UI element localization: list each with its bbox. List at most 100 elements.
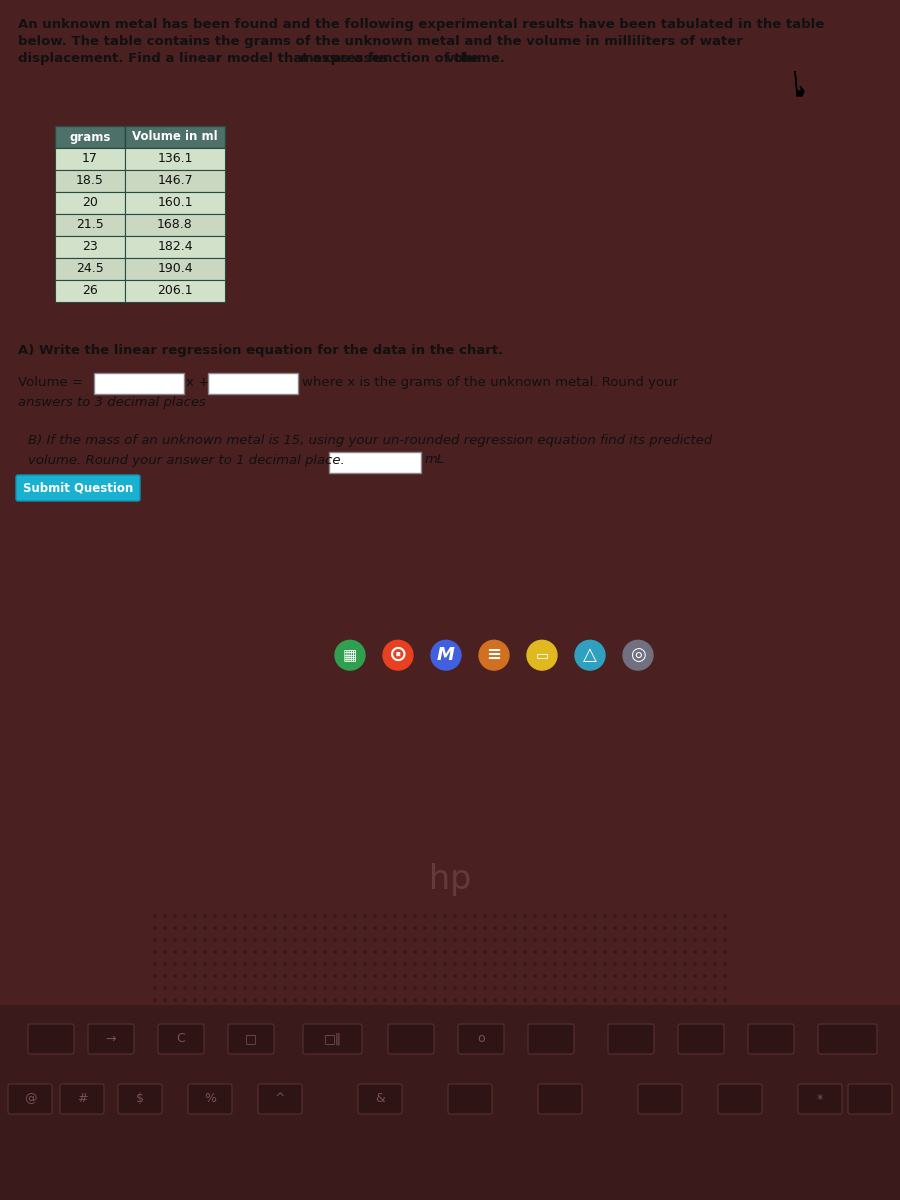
Circle shape: [624, 914, 626, 917]
Circle shape: [264, 950, 266, 953]
Circle shape: [184, 974, 186, 977]
Circle shape: [464, 938, 466, 941]
Circle shape: [454, 938, 456, 941]
Circle shape: [383, 950, 386, 953]
Circle shape: [284, 986, 286, 989]
Circle shape: [424, 986, 427, 989]
Circle shape: [464, 974, 466, 977]
Circle shape: [704, 938, 707, 941]
Circle shape: [574, 938, 576, 941]
Circle shape: [364, 986, 366, 989]
Circle shape: [454, 914, 456, 917]
Circle shape: [394, 962, 396, 965]
Circle shape: [473, 938, 476, 941]
Circle shape: [484, 938, 486, 941]
Circle shape: [344, 998, 346, 1001]
Circle shape: [254, 914, 256, 917]
Circle shape: [383, 962, 386, 965]
Circle shape: [664, 938, 666, 941]
Circle shape: [714, 926, 716, 929]
Circle shape: [494, 998, 496, 1001]
Circle shape: [434, 998, 436, 1001]
Circle shape: [324, 914, 326, 917]
Circle shape: [594, 914, 596, 917]
Circle shape: [554, 962, 556, 965]
Circle shape: [604, 962, 607, 965]
Circle shape: [234, 974, 236, 977]
Circle shape: [504, 938, 506, 941]
Circle shape: [344, 962, 346, 965]
Circle shape: [414, 926, 416, 929]
Circle shape: [684, 938, 686, 941]
Circle shape: [454, 962, 456, 965]
Circle shape: [454, 950, 456, 953]
Circle shape: [563, 950, 566, 953]
Circle shape: [664, 926, 666, 929]
Circle shape: [684, 998, 686, 1001]
Text: 26: 26: [82, 284, 98, 298]
Circle shape: [694, 974, 697, 977]
Text: 20: 20: [82, 197, 98, 210]
Circle shape: [214, 986, 216, 989]
Circle shape: [364, 962, 366, 965]
Circle shape: [284, 926, 286, 929]
Circle shape: [274, 938, 276, 941]
Circle shape: [644, 938, 646, 941]
Circle shape: [634, 974, 636, 977]
Circle shape: [414, 962, 416, 965]
Circle shape: [584, 986, 586, 989]
Circle shape: [334, 926, 337, 929]
Circle shape: [644, 986, 646, 989]
Circle shape: [374, 950, 376, 953]
Circle shape: [304, 974, 306, 977]
Circle shape: [244, 998, 247, 1001]
Circle shape: [364, 950, 366, 953]
Text: 17: 17: [82, 152, 98, 166]
Circle shape: [524, 938, 526, 941]
Circle shape: [574, 914, 576, 917]
Circle shape: [534, 950, 536, 953]
Circle shape: [604, 926, 607, 929]
Circle shape: [674, 914, 676, 917]
Text: An unknown metal has been found and the following experimental results have been: An unknown metal has been found and the …: [18, 18, 824, 31]
FancyBboxPatch shape: [125, 280, 225, 302]
Circle shape: [184, 986, 186, 989]
Text: 190.4: 190.4: [158, 263, 193, 276]
Circle shape: [404, 938, 406, 941]
Circle shape: [614, 914, 617, 917]
Circle shape: [174, 938, 176, 941]
Circle shape: [544, 938, 546, 941]
Circle shape: [164, 938, 166, 941]
Circle shape: [394, 974, 396, 977]
Circle shape: [504, 974, 506, 977]
Circle shape: [334, 938, 337, 941]
Circle shape: [434, 986, 436, 989]
Circle shape: [464, 986, 466, 989]
Circle shape: [514, 998, 517, 1001]
Circle shape: [194, 926, 196, 929]
FancyBboxPatch shape: [125, 214, 225, 236]
Circle shape: [194, 986, 196, 989]
Circle shape: [404, 974, 406, 977]
Circle shape: [624, 998, 626, 1001]
Circle shape: [634, 986, 636, 989]
Circle shape: [724, 914, 726, 917]
Text: ◎: ◎: [630, 646, 646, 665]
Circle shape: [524, 974, 526, 977]
FancyBboxPatch shape: [748, 1024, 794, 1054]
Circle shape: [174, 986, 176, 989]
Circle shape: [534, 974, 536, 977]
Circle shape: [724, 950, 726, 953]
Circle shape: [154, 950, 157, 953]
Circle shape: [594, 950, 596, 953]
Circle shape: [473, 962, 476, 965]
Circle shape: [254, 938, 256, 941]
Circle shape: [563, 974, 566, 977]
Circle shape: [604, 938, 607, 941]
Circle shape: [264, 998, 266, 1001]
Circle shape: [344, 986, 346, 989]
Circle shape: [644, 926, 646, 929]
Circle shape: [314, 926, 316, 929]
Text: volume. Round your answer to 1 decimal place.: volume. Round your answer to 1 decimal p…: [28, 454, 345, 467]
Circle shape: [304, 914, 306, 917]
